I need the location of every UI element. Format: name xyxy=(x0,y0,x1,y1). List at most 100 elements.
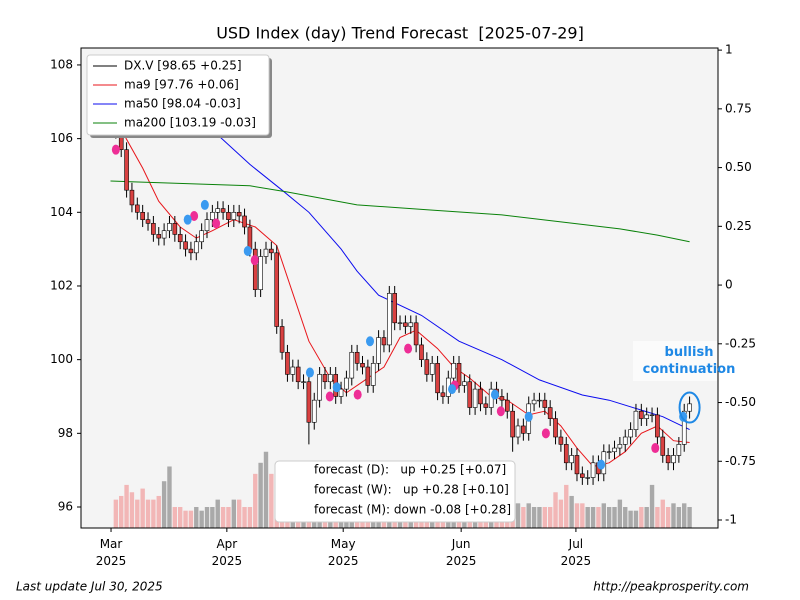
candle-body xyxy=(151,223,156,235)
volume-bar xyxy=(204,507,210,528)
volume-bar xyxy=(194,507,199,528)
candle-body xyxy=(558,436,564,445)
candle-body xyxy=(590,462,596,478)
candle-body xyxy=(676,444,682,456)
candle-body xyxy=(521,425,526,434)
candle-body xyxy=(413,322,419,346)
volume-bar xyxy=(633,510,639,528)
forecast-text: forecast (W): up +0.28 [+0.10] xyxy=(314,483,509,497)
x-tick-label: Jul 2025 xyxy=(561,537,592,568)
y2-tick-label: 0 xyxy=(725,278,733,292)
candle-body xyxy=(322,374,328,383)
x-tick-label: Apr 2025 xyxy=(212,537,243,568)
y-tick-label: 96 xyxy=(58,500,73,514)
x-tick-label: Jun 2025 xyxy=(446,537,477,568)
candle-body xyxy=(231,211,237,220)
candle-body xyxy=(429,363,435,375)
volume-bar xyxy=(199,510,204,528)
signal-marker xyxy=(651,443,660,454)
y-tick-label: 100 xyxy=(50,352,73,366)
candle-body xyxy=(161,230,167,239)
signal-marker xyxy=(250,255,259,266)
candle-body xyxy=(478,388,483,405)
signal-marker xyxy=(597,459,606,470)
candle-body xyxy=(585,477,591,479)
candle-body xyxy=(167,223,172,232)
candle-body xyxy=(472,388,478,408)
volume-bar xyxy=(580,503,585,528)
candle-body xyxy=(467,381,473,408)
candle-body xyxy=(424,359,430,375)
signal-marker xyxy=(332,382,341,393)
y2-tick-label: 0.50 xyxy=(725,160,752,174)
candle-body xyxy=(515,425,521,438)
annotation-box xyxy=(633,341,717,381)
volume-bar xyxy=(129,492,135,528)
volume-bar xyxy=(606,507,612,528)
volume-bar xyxy=(145,499,151,528)
candle-body xyxy=(365,366,371,386)
forecast-text: forecast (D): up +0.25 [+0.07] xyxy=(314,463,506,477)
signal-marker xyxy=(212,218,221,229)
candle-body xyxy=(290,366,296,375)
x-tick-label: May 2025 xyxy=(328,537,359,568)
y2-tick-label: -0.25 xyxy=(725,336,756,350)
candle-body xyxy=(193,241,199,254)
candle-body xyxy=(580,473,585,478)
legend-box xyxy=(86,54,270,136)
candle-body xyxy=(344,377,349,390)
volume-bar xyxy=(124,484,129,528)
candle-body xyxy=(204,219,210,232)
legend-label: ma50 [98.04 -0.03] xyxy=(124,97,241,111)
volume-bar xyxy=(617,499,623,528)
ma-line xyxy=(110,180,690,243)
volume-bar xyxy=(537,507,542,528)
y-tick-label: 104 xyxy=(50,205,73,219)
candle-body xyxy=(483,403,489,408)
volume-bar xyxy=(220,507,226,528)
signal-marker xyxy=(183,214,192,225)
candle-body xyxy=(504,399,510,412)
annotation: bullish continuation xyxy=(643,345,736,377)
y-tick-label: 98 xyxy=(58,426,73,440)
candle-body xyxy=(156,234,162,239)
candle-body xyxy=(306,381,312,423)
y2-tick-label: -0.50 xyxy=(725,395,756,409)
y2-tick-label: 1 xyxy=(725,43,733,57)
volume-bar xyxy=(151,499,156,528)
highlight-circle xyxy=(678,391,701,424)
y2-tick-label: 0.75 xyxy=(725,101,752,115)
volume-bar xyxy=(172,507,178,528)
candle-body xyxy=(660,436,666,456)
volume-bar xyxy=(177,507,183,528)
candle-body xyxy=(612,447,617,453)
legend-label: ma9 [97.76 +0.06] xyxy=(124,78,239,92)
volume-bar xyxy=(161,481,167,528)
volume-bar xyxy=(569,495,574,528)
volume-bar xyxy=(167,466,172,528)
volume-bar xyxy=(140,488,145,528)
volume-bar xyxy=(247,507,253,528)
volume-bar xyxy=(682,503,687,528)
volume-bar xyxy=(183,510,188,528)
volume-bar xyxy=(188,510,194,528)
y-tick-label: 102 xyxy=(50,278,73,292)
volume-bar xyxy=(242,507,247,528)
candle-body xyxy=(145,219,151,224)
candle-body xyxy=(563,444,569,464)
volume-bar xyxy=(623,507,628,528)
volume-bar xyxy=(113,499,119,528)
candle-body xyxy=(177,234,183,243)
candle-body xyxy=(220,208,226,213)
volume-bar xyxy=(231,499,237,528)
candle-body xyxy=(172,223,178,235)
volume-bar xyxy=(644,507,649,528)
y2-tick-label: -0.75 xyxy=(725,454,756,468)
candle-body xyxy=(440,392,446,397)
candle-body xyxy=(403,322,408,327)
candle-body xyxy=(328,374,333,383)
candle-body xyxy=(456,363,462,386)
signal-marker xyxy=(200,199,209,210)
candle-body xyxy=(531,399,537,405)
